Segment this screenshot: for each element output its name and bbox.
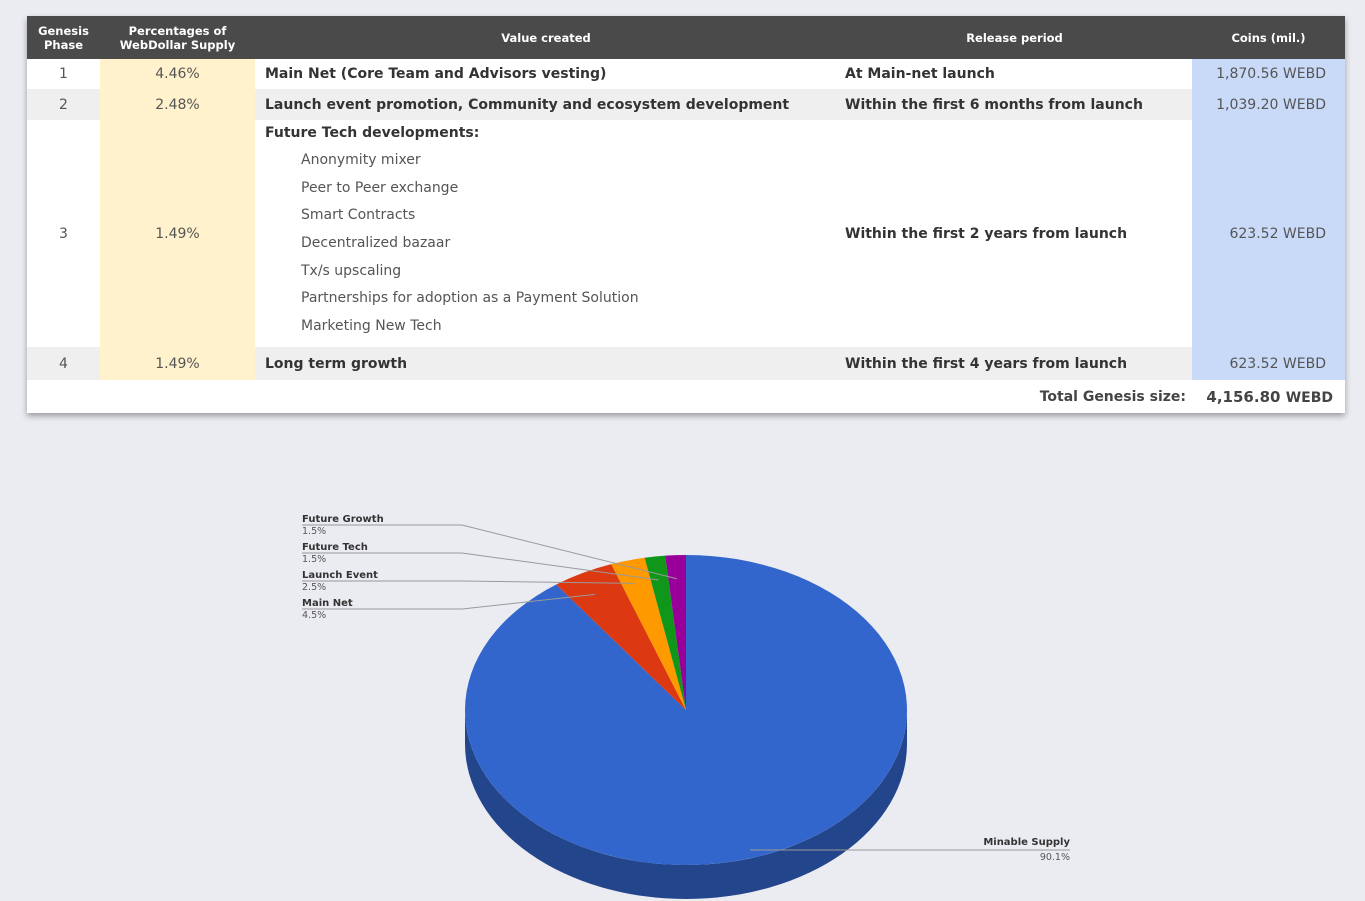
percent-cell: 4.46% [100,59,255,89]
slice-label: Future Tech [302,542,368,553]
header-value: Value created [255,16,837,59]
list-item: Partnerships for adoption as a Payment S… [301,290,639,307]
coins-cell: 623.52 WEBD [1192,120,1345,347]
release-cell: At Main-net launch [845,66,995,82]
release-cell: Within the first 4 years from launch [837,347,1192,380]
list-item: Marketing New Tech [301,318,442,335]
value-cell: Main Net (Core Team and Advisors vesting… [265,66,607,82]
total-amount: 4,156.80 [1206,387,1281,406]
total-value: 4,156.80 WEBD [1192,380,1345,413]
pie-slice-future-tech [644,555,686,710]
list-item: Anonymity mixer [301,152,421,168]
coins-cell: 623.52 WEBD [1192,347,1345,380]
percent-cell: 1.49% [100,347,255,380]
release-cell: Within the first 2 years from launch [845,225,1128,242]
slice-percent: 90.1% [1040,852,1070,863]
coins-cell: 1,870.56 WEBD [1192,59,1345,89]
slice-label: Minable Supply [983,837,1070,848]
header-coins: Coins (mil.) [1192,16,1345,59]
release-cell: Within the first 6 months from launch [837,89,1192,120]
table-row: 3 1.49% Future Tech developments: Anonym… [27,120,1345,347]
coins-cell: 1,039.20 WEBD [1192,89,1345,120]
pie-slice-main-net [556,564,686,710]
slice-percent: 4.5% [302,610,326,621]
pie-slice-launch-event [611,557,686,710]
pie-side-minable-supply [465,710,907,899]
list-item: Peer to Peer exchange [301,179,459,196]
header-release: Release period [837,16,1192,59]
future-tech-list: Anonymity mixer Peer to Peer exchange Sm… [265,147,837,341]
slice-label: Future Growth [302,514,384,525]
pie-slice-future-growth [665,555,686,710]
callout-line [302,580,635,584]
slice-percent: 1.5% [302,526,326,537]
genesis-table: Genesis Phase Percentages of WebDollar S… [27,16,1345,413]
list-item: Smart Contracts [301,207,416,224]
slice-label: Launch Event [302,570,378,581]
header-percent: Percentages of WebDollar Supply [100,16,255,59]
slice-label: Main Net [302,598,353,609]
table-header-row: Genesis Phase Percentages of WebDollar S… [27,16,1345,59]
genesis-table-card: Genesis Phase Percentages of WebDollar S… [27,16,1345,413]
future-tech-heading: Future Tech developments: [265,125,480,141]
total-label: Total Genesis size: [27,380,1192,413]
total-unit: WEBD [1285,389,1333,406]
callout-line [302,552,659,581]
list-item: Decentralized bazaar [301,235,451,252]
table-row: 2 2.48% Launch event promotion, Communit… [27,89,1345,120]
phase-cell: 2 [27,89,100,120]
table-row: 4 1.49% Long term growth Within the firs… [27,347,1345,380]
callout-line [302,593,596,610]
table-row: 1 4.46% Main Net (Core Team and Advisors… [27,59,1345,89]
value-cell: Launch event promotion, Community and ec… [255,89,837,120]
supply-pie-chart: Future Growth 1.5% Future Tech 1.5% Launch E… [0,420,1365,901]
value-cell: Future Tech developments: Anonymity mixe… [255,120,837,347]
value-cell: Long term growth [255,347,837,380]
total-row: Total Genesis size: 4,156.80 WEBD [27,380,1345,413]
phase-cell: 3 [59,225,68,242]
percent-cell: 1.49% [100,120,255,347]
phase-cell: 4 [27,347,100,380]
slice-percent: 1.5% [302,554,326,565]
phase-cell: 1 [59,66,68,82]
list-item: Tx/s upscaling [301,262,402,279]
percent-cell: 2.48% [100,89,255,120]
slice-percent: 2.5% [302,582,326,593]
callout-line [302,524,677,580]
header-phase: Genesis Phase [27,16,100,59]
